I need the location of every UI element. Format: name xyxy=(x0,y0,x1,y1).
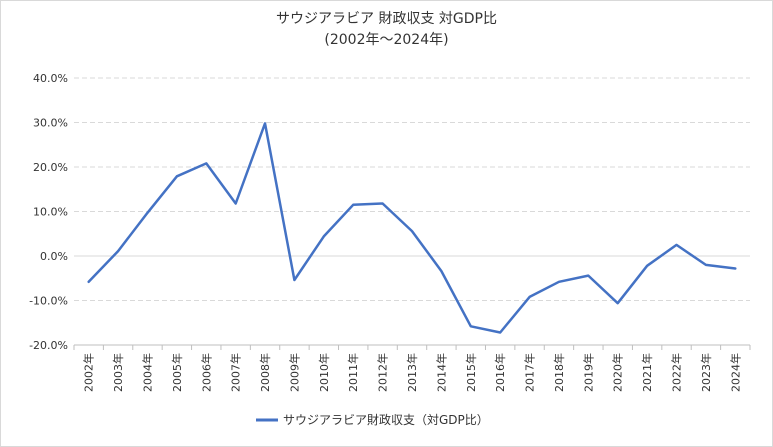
x-tick-label: 2017年 xyxy=(523,353,537,392)
x-tick-label: 2018年 xyxy=(552,353,566,392)
x-tick-label: 2012年 xyxy=(376,353,390,392)
x-tick-label: 2023年 xyxy=(699,353,713,392)
series-line xyxy=(87,122,737,334)
x-tick-label: 2005年 xyxy=(170,353,184,392)
chart-title: サウジアラビア 財政収支 対GDP比 xyxy=(276,11,497,27)
x-tick-label: 2015年 xyxy=(464,353,478,392)
y-tick-label: 10.0% xyxy=(33,206,68,219)
x-tick-label: 2011年 xyxy=(346,353,360,392)
x-tick-label: 2021年 xyxy=(640,353,654,392)
x-tick-label: 2008年 xyxy=(258,353,272,392)
y-tick-label: 40.0% xyxy=(33,72,68,85)
y-axis-ticks: 40.0% 30.0% 20.0% 10.0% 0.0% -10.0% -20.0% xyxy=(29,72,68,352)
x-tick-label: 2024年 xyxy=(728,353,742,392)
legend-label: サウジアラビア財政収支（対GDP比） xyxy=(283,412,489,427)
y-tick-label: -20.0% xyxy=(29,339,68,352)
x-tick-label: 2006年 xyxy=(199,353,213,392)
x-tick-label: 2003年 xyxy=(111,353,125,392)
x-axis xyxy=(73,255,751,350)
x-tick-label: 2007年 xyxy=(229,353,243,392)
x-tick-label: 2019年 xyxy=(581,353,595,392)
series-lines xyxy=(87,122,737,334)
x-tick-label: 2022年 xyxy=(670,353,684,392)
x-axis-ticks: 2002年 2003年 2004年 2005年 2006年 2007年 2008年 2009年… xyxy=(82,353,743,392)
x-tick-label: 2010年 xyxy=(317,353,331,392)
y-tick-label: 20.0% xyxy=(33,161,68,174)
gridlines xyxy=(74,77,750,346)
chart-subtitle: (2002年～2024年) xyxy=(324,32,449,48)
x-tick-label: 2020年 xyxy=(611,353,625,392)
y-tick-label: 30.0% xyxy=(33,117,68,130)
y-tick-label: -10.0% xyxy=(29,295,68,308)
x-tick-label: 2004年 xyxy=(140,353,154,392)
x-tick-label: 2014年 xyxy=(434,353,448,392)
x-tick-label: 2013年 xyxy=(405,353,419,392)
x-tick-label: 2002年 xyxy=(82,353,96,392)
legend: サウジアラビア財政収支（対GDP比） xyxy=(256,412,489,427)
x-tick-label: 2016年 xyxy=(493,353,507,392)
x-tick-label: 2009年 xyxy=(287,353,301,392)
y-tick-label: 0.0% xyxy=(40,250,68,263)
